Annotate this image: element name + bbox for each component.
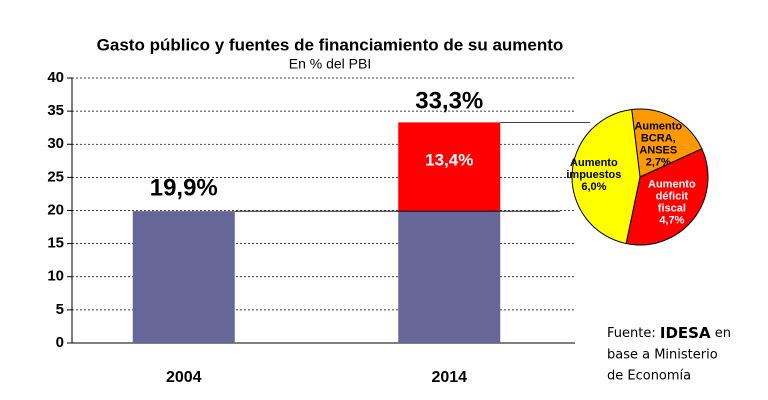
y-tick-label: 15 [47,235,64,252]
chart-title: Gasto público y fuentes de financiamient… [97,35,564,54]
pie-label: déficit [656,190,689,202]
pie-label: Aumento [634,120,682,132]
pie-label: ANSES [639,144,677,156]
data-label: 13,4% [425,150,473,169]
pie-slice [625,148,709,246]
pie-label: Aumento [570,157,618,169]
x-tick-label: 2004 [166,369,202,386]
source-prefix: Fuente: [607,326,656,341]
pie-label: impuestos [566,169,621,181]
pie-slice [631,108,703,178]
pie-slice [571,108,641,245]
y-tick-label: 0 [56,334,64,351]
pie-label: BCRA, [641,132,676,144]
source-line: base a Ministerio [607,348,718,363]
pie-label: Aumento [648,178,696,190]
annotation: 33,3% [415,88,483,115]
bar [398,211,501,343]
pie-value-label: 4,7% [659,214,684,226]
y-tick-label: 5 [56,301,64,318]
bar [132,211,235,343]
pie-label: fiscal [658,202,686,214]
y-tick-label: 30 [47,135,64,152]
y-tick-label: 20 [47,201,64,218]
data-label: 19,9% [150,175,218,202]
y-tick-label: 25 [47,168,64,185]
source: Fuente: IDESA en [607,324,731,342]
y-tick-label: 35 [47,102,64,119]
y-tick-label: 10 [47,268,64,285]
source-line: de Economía [607,369,691,384]
bar [398,122,501,212]
pie-value-label: 6,0% [581,181,606,193]
chart-subtitle: En % del PBI [289,56,372,72]
source-org: IDESA [660,324,711,342]
x-tick-label: 2014 [431,369,467,386]
source-suffix: en [715,326,731,341]
y-tick-label: 40 [47,69,64,86]
